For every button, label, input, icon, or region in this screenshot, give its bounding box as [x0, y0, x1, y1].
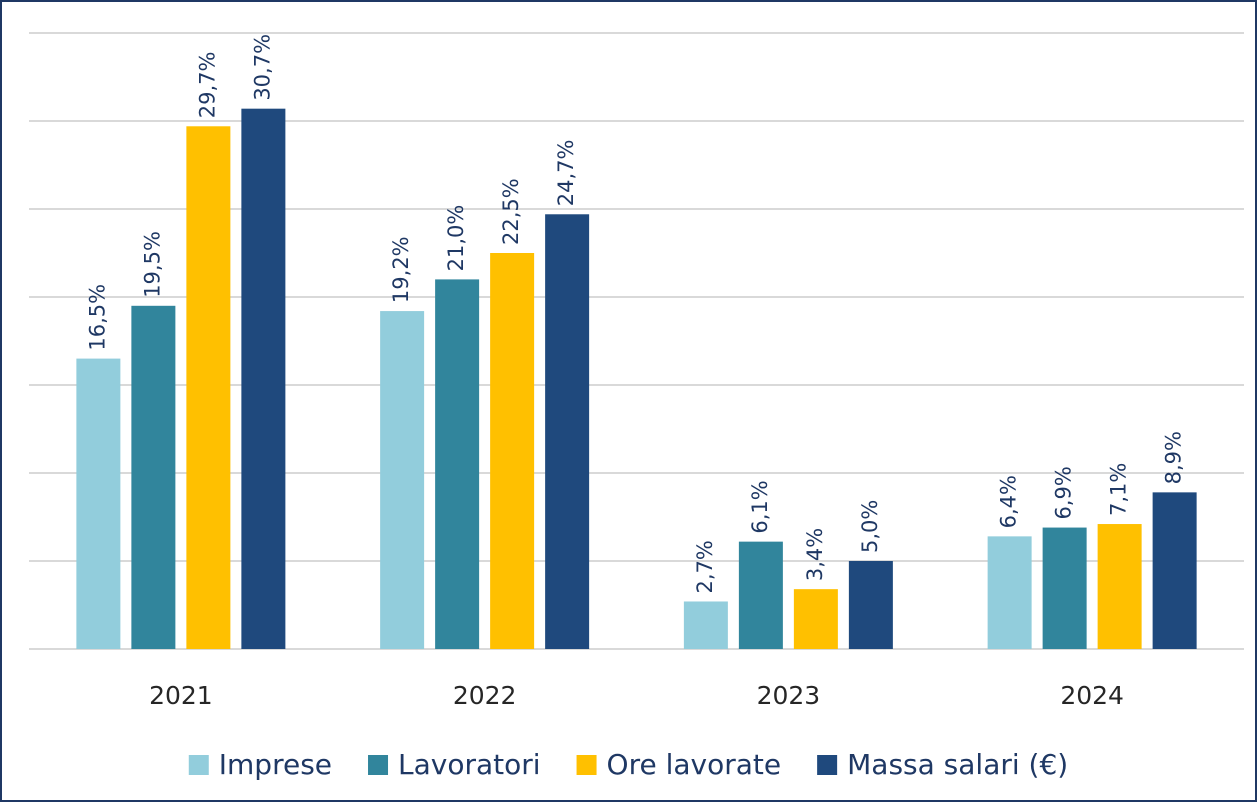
bar	[186, 126, 231, 649]
bar	[545, 214, 590, 649]
data-label: 30,7%	[250, 34, 274, 101]
bar	[380, 311, 425, 649]
legend-label: Massa salari (€)	[847, 748, 1068, 781]
legend-swatch	[817, 755, 838, 775]
bar	[241, 108, 286, 650]
bar	[1152, 492, 1197, 649]
data-label: 7,1%	[1107, 463, 1131, 516]
data-label: 24,7%	[554, 140, 578, 207]
legend-swatch	[576, 755, 597, 775]
bar	[1042, 527, 1087, 649]
bar	[76, 358, 121, 649]
bar	[490, 253, 535, 649]
data-label: 5,0%	[858, 500, 882, 553]
data-label: 6,4%	[997, 475, 1021, 528]
legend-label: Imprese	[219, 748, 332, 781]
bar	[793, 589, 838, 649]
data-label: 21,0%	[444, 205, 468, 272]
x-tick-label: 2021	[149, 681, 213, 710]
data-label: 16,5%	[85, 284, 109, 351]
legend-label: Ore lavorate	[607, 748, 782, 781]
data-label: 6,9%	[1052, 466, 1076, 519]
data-label: 29,7%	[195, 52, 219, 119]
data-label: 2,7%	[693, 540, 717, 593]
data-label: 22,5%	[499, 178, 523, 245]
bar	[435, 279, 480, 649]
x-tick-label: 2022	[453, 681, 517, 710]
legend-label: Lavoratori	[398, 748, 541, 781]
data-label: 19,5%	[140, 231, 164, 298]
bar	[1097, 524, 1142, 649]
data-label: 8,9%	[1162, 431, 1186, 484]
data-label: 6,1%	[748, 480, 772, 533]
bar	[683, 601, 728, 649]
legend-swatch	[368, 755, 389, 775]
bar	[738, 541, 783, 649]
data-label: 19,2%	[389, 236, 413, 303]
x-tick-label: 2023	[757, 681, 821, 710]
bar	[987, 536, 1032, 649]
legend-swatch	[188, 755, 209, 775]
bar	[131, 305, 176, 649]
bar	[848, 561, 893, 649]
x-tick-label: 2024	[1060, 681, 1124, 710]
data-label: 3,4%	[803, 528, 827, 581]
